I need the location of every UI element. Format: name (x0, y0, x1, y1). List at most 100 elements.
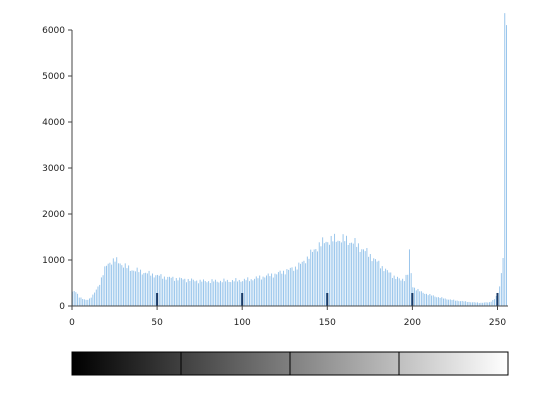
histogram-bar (423, 293, 424, 306)
histogram-bar (387, 270, 388, 306)
histogram-bar (108, 264, 109, 306)
histogram-bar (89, 298, 90, 306)
histogram-bar (137, 268, 138, 306)
histogram-bar (254, 279, 255, 306)
histogram-bar (303, 261, 304, 306)
histogram-bar (349, 243, 350, 306)
histogram-bar (462, 301, 463, 306)
histogram-bar (138, 272, 139, 306)
histogram-bar (278, 272, 279, 306)
histogram-bar (436, 297, 437, 306)
histogram-bar (98, 287, 99, 306)
histogram-bar (273, 278, 274, 306)
histogram-bar (457, 301, 458, 306)
y-tick-label: 5000 (42, 72, 65, 82)
histogram-bar (373, 258, 374, 306)
histogram-bar (159, 276, 160, 306)
histogram-bar (402, 279, 403, 306)
histogram-bar (239, 280, 240, 306)
histogram-bar (390, 272, 391, 306)
histogram-bar (268, 274, 269, 306)
histogram-bar (406, 275, 407, 306)
histogram-bar (232, 280, 233, 306)
x-tick-label: 150 (319, 318, 336, 328)
histogram-bar (132, 270, 133, 306)
histogram-bar (320, 246, 321, 306)
histogram-bar (307, 257, 308, 306)
histogram-bar (94, 293, 95, 306)
histogram-bar (87, 300, 88, 306)
histogram-bar (77, 294, 78, 306)
histogram-bar (504, 13, 505, 306)
histogram-bar (331, 236, 332, 306)
histogram-bar (446, 299, 447, 306)
histogram-bar (440, 298, 441, 306)
histogram-bar (184, 279, 185, 306)
histogram-bar (332, 241, 333, 306)
histogram-bar (366, 248, 367, 306)
histogram-bar (489, 302, 490, 306)
histogram-bar (176, 278, 177, 306)
histogram-bar (113, 258, 114, 306)
histogram-bar (351, 243, 352, 306)
histogram-bar (193, 280, 194, 306)
histogram-bar (385, 269, 386, 306)
histogram-bar (281, 274, 282, 306)
histogram-bar (426, 294, 427, 306)
histogram-bar (109, 263, 110, 306)
histogram-bar (188, 279, 189, 306)
y-tick-label: 6000 (42, 26, 65, 36)
histogram-bar (290, 268, 291, 306)
histogram-bar (383, 271, 384, 306)
histogram-bar (186, 282, 187, 306)
histogram-bar (179, 278, 180, 306)
histogram-bar (101, 277, 102, 306)
histogram-bar (372, 261, 373, 306)
histogram-bar (125, 263, 126, 306)
histogram-bar (484, 303, 485, 306)
histogram-bar (338, 241, 339, 306)
intensity-gradient-bar (72, 352, 508, 375)
histogram-bars (72, 13, 507, 306)
histogram-bar (288, 270, 289, 306)
histogram-bar (75, 292, 76, 306)
histogram-bar (429, 294, 430, 306)
histogram-bar (395, 279, 396, 306)
histogram-bar (191, 279, 192, 306)
histogram-bar (120, 264, 121, 306)
histogram-bar (126, 268, 127, 306)
histogram-bar (474, 302, 475, 306)
histogram-bar (501, 273, 502, 306)
histogram-bar (223, 279, 224, 306)
histogram-bar (400, 281, 401, 306)
histogram-bar (397, 277, 398, 306)
histogram-bar (487, 303, 488, 306)
histogram-bar (195, 281, 196, 306)
histogram-bar (344, 241, 345, 306)
histogram-bar (208, 281, 209, 306)
histogram-bar (162, 279, 163, 306)
histogram-bar (450, 299, 451, 306)
histogram-bar (128, 265, 129, 306)
histogram-bar (467, 302, 468, 306)
histogram-bar (503, 258, 504, 306)
histogram-bar (99, 285, 100, 306)
histogram-bar (494, 299, 495, 306)
histogram-bar (261, 280, 262, 306)
histogram-bar (443, 299, 444, 306)
x-marker (411, 293, 413, 306)
histogram-bar (167, 277, 168, 306)
histogram-bar (399, 278, 400, 306)
histogram-bar (302, 262, 303, 306)
y-tick-label: 2000 (42, 210, 65, 220)
histogram-bar (343, 234, 344, 306)
histogram-bar (418, 289, 419, 306)
histogram-bar (218, 282, 219, 306)
histogram-bar (297, 270, 298, 307)
histogram-bar (196, 281, 197, 306)
histogram-bar (314, 250, 315, 307)
histogram-bar (116, 257, 117, 306)
histogram-bar (348, 245, 349, 306)
histogram-bar (370, 254, 371, 306)
histogram-bar (368, 257, 369, 306)
